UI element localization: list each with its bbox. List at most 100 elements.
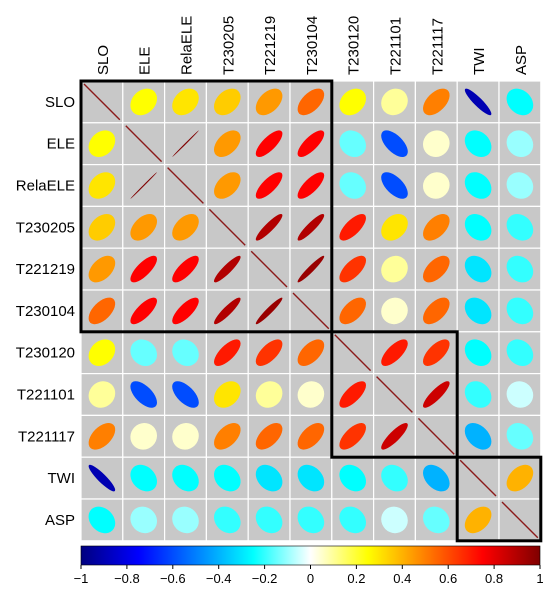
matrix-cell [373,373,417,417]
row-label: ASP [45,512,75,529]
correlation-ellipse [88,214,116,241]
correlation-ellipse [130,464,158,492]
diagonal-line [417,417,455,455]
column-label: ELE [137,47,154,75]
matrix-cell [122,80,166,124]
matrix-cell [331,331,375,375]
diagonal-line [208,208,246,246]
matrix-cell [456,289,500,333]
row-label: T230104 [16,303,75,320]
diagonal-line [250,250,288,288]
matrix-cell [289,414,333,458]
matrix-cell [205,164,249,208]
matrix-cell [456,373,500,417]
matrix-cell [205,247,249,291]
matrix-cell [247,373,291,417]
correlation-ellipse [506,297,534,325]
matrix-cell [80,289,124,333]
correlation-ellipse [255,130,283,158]
matrix-cell [122,456,166,500]
matrix-cell [247,80,291,124]
matrix-cell [289,122,333,166]
correlation-ellipse [506,255,534,283]
correlation-ellipse [88,506,116,534]
correlation-ellipse [172,423,199,450]
column-label: T230104 [304,16,321,75]
correlation-ellipse [130,339,157,366]
matrix-cell [164,289,208,333]
matrix-cell [498,164,542,208]
matrix-cell [498,80,542,124]
correlation-ellipse [88,464,116,492]
matrix-cell [498,122,542,166]
correlation-ellipse [297,422,325,450]
correlation-ellipse [214,423,241,450]
correlation-ellipse [255,506,283,534]
correlation-ellipse [172,464,199,492]
column-label: SLO [95,45,112,75]
correlation-ellipse [422,297,450,325]
matrix-cell [122,122,166,166]
correlation-ellipse [297,88,325,116]
correlation-ellipse [172,255,199,283]
correlation-ellipse [506,423,534,450]
correlation-ellipse [381,297,408,325]
correlation-ellipse [297,464,325,492]
matrix-cell [498,331,542,375]
correlation-ellipse [213,130,241,158]
correlation-ellipse [213,339,241,367]
matrix-cell [456,331,500,375]
cell-background [247,164,291,208]
diagonal-line [501,501,539,539]
matrix-cell [289,456,333,500]
matrix-cell [80,205,124,249]
correlation-ellipse [172,506,199,534]
matrix-cell [456,498,500,542]
matrix-cell [331,122,375,166]
colorbar-legend: −1 −0.8 −0.6 −0.4 −0.2 0 0.2 0.4 0.6 0.8 1 [74,545,544,586]
matrix-cell [122,331,166,375]
column-label: T221101 [388,17,405,75]
correlation-ellipse [172,297,199,325]
correlation-ellipse [339,130,366,157]
correlation-ellipse [213,464,241,492]
matrix-cell [122,414,166,458]
matrix-cell [414,289,458,333]
correlation-ellipse [464,130,492,158]
matrix-cell [247,456,291,500]
correlation-ellipse [423,130,450,157]
correlation-ellipse [255,297,283,325]
correlation-ellipse [381,464,408,492]
diagonal-line [292,292,330,330]
matrix-cell [414,456,458,500]
column-label: ASP [513,45,530,75]
correlation-ellipse [423,381,450,408]
row-label: RelaELE [16,178,75,195]
correlation-ellipse [381,172,408,199]
row-label: TWI [48,470,76,487]
matrix-cell [498,289,542,333]
correlation-ellipse [423,88,450,116]
correlation-ellipse [297,339,325,367]
row-label: ELE [47,136,75,153]
correlation-ellipse [130,213,158,241]
matrix-cell [247,122,291,166]
correlation-ellipse [88,423,116,450]
colorbar-ticks: −1 −0.8 −0.6 −0.4 −0.2 0 0.2 0.4 0.6 0.8 1 [74,565,544,586]
matrix-cell [80,498,124,542]
correlation-ellipse [464,381,492,408]
matrix-cell [164,80,208,124]
matrix-cell [456,164,500,208]
matrix-cell [373,498,417,542]
correlation-ellipse [339,422,367,450]
correlation-ellipse [339,88,367,116]
colorbar-tick-label: 0.2 [347,571,365,586]
matrix-cell [456,205,500,249]
column-label: T221219 [262,16,279,75]
correlation-matrix [80,80,542,542]
matrix-cell [331,205,375,249]
correlation-ellipse [339,297,367,325]
matrix-cell [414,122,458,166]
column-label: T230120 [346,16,363,75]
matrix-cell [456,247,500,291]
